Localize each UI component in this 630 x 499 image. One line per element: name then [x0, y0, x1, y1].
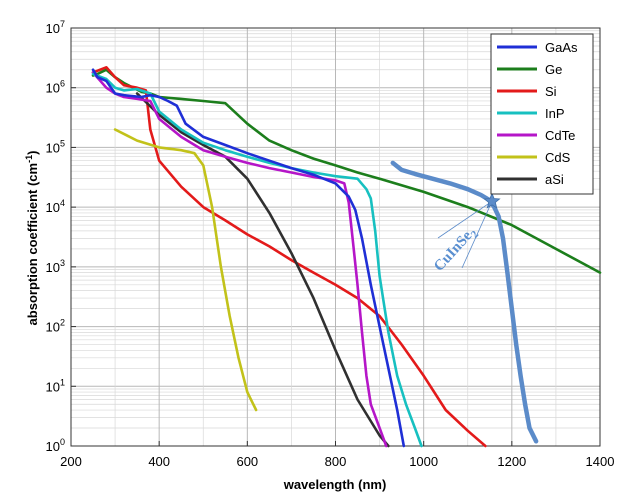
y-tick-base: 10 — [46, 439, 60, 454]
y-tick-base: 10 — [46, 200, 60, 215]
y-tick-exp: 6 — [60, 79, 65, 89]
series-line-cds — [113, 128, 258, 412]
annotation-curve-cuinse2 — [390, 160, 539, 444]
y-tick-label: 101 — [46, 377, 65, 394]
y-axis-title: absorption coefficient (cm-1) — [24, 151, 40, 326]
annotation-leader-line — [437, 201, 493, 239]
y-tick-label: 100 — [46, 437, 65, 454]
legend-label-cds: CdS — [545, 150, 571, 165]
y-tick-exp: 7 — [60, 19, 65, 29]
series-layer — [91, 66, 602, 448]
y-axis-title-sup: -1 — [24, 155, 34, 163]
y-tick-base: 10 — [46, 379, 60, 394]
legend-label-asi: aSi — [545, 172, 564, 187]
y-tick-label: 107 — [46, 19, 65, 36]
y-tick-base: 10 — [46, 320, 60, 335]
x-tick-label: 200 — [60, 454, 82, 469]
annotation-marker-star — [483, 192, 501, 209]
y-tick-exp: 1 — [60, 377, 65, 387]
annotation-label-cuinse2: CuInSe2 — [431, 224, 481, 277]
y-tick-exp: 0 — [60, 437, 65, 447]
y-axis-title-tail: ) — [25, 151, 40, 155]
annotation-label-main: CuInSe — [431, 228, 475, 275]
y-tick-base: 10 — [46, 81, 60, 96]
legend-label-gaas: GaAs — [545, 40, 578, 55]
series-line-si — [91, 66, 487, 448]
x-tick-label: 600 — [236, 454, 258, 469]
legend-label-inp: InP — [545, 106, 565, 121]
y-tick-label: 102 — [46, 318, 65, 335]
x-tick-label: 800 — [325, 454, 347, 469]
x-tick-label: 1000 — [409, 454, 438, 469]
series-line-asi — [135, 92, 390, 448]
y-tick-base: 10 — [46, 140, 60, 155]
y-tick-label: 104 — [46, 198, 65, 215]
y-tick-exp: 5 — [60, 138, 65, 148]
legend-label-ge: Ge — [545, 62, 562, 77]
y-tick-label: 105 — [46, 138, 65, 155]
x-tick-label: 1400 — [586, 454, 615, 469]
x-axis: 200 400 600 800 1000 1200 1400 — [60, 441, 614, 469]
legend-label-cdte: CdTe — [545, 128, 575, 143]
series-line-cdte — [91, 71, 388, 448]
x-tick-label: 400 — [148, 454, 170, 469]
y-tick-base: 10 — [46, 21, 60, 36]
y-tick-label: 103 — [46, 258, 65, 275]
x-tick-label: 1200 — [497, 454, 526, 469]
legend-label-si: Si — [545, 84, 557, 99]
y-tick-exp: 4 — [60, 198, 65, 208]
series-line-gaas — [91, 68, 406, 448]
annotation-leader-line — [461, 201, 493, 269]
legend: GaAs Ge Si InP CdTe CdS aSi — [490, 33, 594, 195]
x-axis-title: wavelength (nm) — [283, 477, 387, 492]
y-tick-exp: 3 — [60, 258, 65, 268]
y-tick-exp: 2 — [60, 318, 65, 328]
y-tick-base: 10 — [46, 260, 60, 275]
y-tick-label: 106 — [46, 79, 65, 96]
y-axis-title-main: absorption coefficient (cm — [25, 163, 40, 326]
